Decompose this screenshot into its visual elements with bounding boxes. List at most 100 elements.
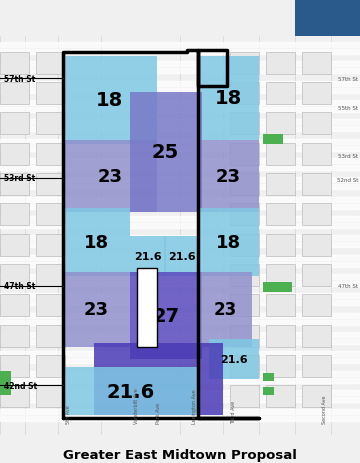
Text: 23: 23: [213, 301, 237, 319]
Bar: [36, 325, 65, 347]
Bar: [266, 264, 295, 286]
Text: Second Ave: Second Ave: [321, 395, 327, 423]
Bar: [302, 83, 331, 105]
Bar: [266, 144, 295, 165]
Bar: [266, 294, 295, 317]
Bar: [198, 57, 259, 141]
Bar: [63, 368, 198, 415]
Bar: [36, 234, 65, 256]
Bar: [302, 294, 331, 317]
Bar: [230, 294, 259, 317]
Bar: [0, 371, 11, 395]
Bar: [36, 113, 65, 135]
Bar: [263, 282, 292, 292]
Bar: [0, 174, 29, 195]
Bar: [36, 53, 65, 75]
Bar: [130, 93, 202, 212]
Bar: [266, 385, 295, 407]
Bar: [130, 236, 166, 276]
Bar: [63, 208, 130, 276]
Text: 27: 27: [152, 307, 179, 325]
Bar: [0, 53, 29, 75]
Bar: [230, 83, 259, 105]
Bar: [263, 374, 274, 382]
Text: Vanderbilt Ave: Vanderbilt Ave: [134, 388, 139, 423]
Text: 21.6: 21.6: [220, 355, 248, 364]
Bar: [36, 144, 65, 165]
Bar: [302, 385, 331, 407]
Text: 18: 18: [215, 89, 242, 108]
Bar: [266, 325, 295, 347]
Bar: [302, 174, 331, 195]
Bar: [0, 325, 29, 347]
Bar: [302, 113, 331, 135]
Bar: [230, 234, 259, 256]
Bar: [0, 264, 29, 286]
Text: 23: 23: [84, 301, 109, 319]
Bar: [230, 325, 259, 347]
Bar: [164, 236, 200, 276]
Bar: [36, 204, 65, 226]
Bar: [198, 272, 252, 348]
Bar: [0, 234, 29, 256]
Text: 23: 23: [216, 168, 241, 185]
Bar: [36, 294, 65, 317]
Bar: [130, 272, 202, 360]
Bar: [302, 355, 331, 377]
Bar: [295, 0, 360, 37]
Bar: [302, 53, 331, 75]
Bar: [36, 385, 65, 407]
Bar: [266, 83, 295, 105]
Bar: [302, 204, 331, 226]
Bar: [0, 113, 29, 135]
Bar: [230, 174, 259, 195]
Bar: [0, 355, 29, 377]
Text: 18: 18: [96, 91, 123, 110]
Text: 5th Ave: 5th Ave: [66, 405, 71, 423]
Bar: [36, 83, 65, 105]
Text: 53rd St: 53rd St: [4, 174, 35, 183]
Bar: [0, 83, 29, 105]
Bar: [198, 141, 259, 212]
Bar: [230, 264, 259, 286]
Text: 47th St: 47th St: [4, 282, 35, 290]
Bar: [94, 344, 223, 415]
Bar: [263, 135, 283, 144]
Bar: [63, 272, 130, 348]
Bar: [230, 204, 259, 226]
Bar: [263, 388, 274, 395]
Bar: [230, 385, 259, 407]
Text: Third Ave: Third Ave: [231, 400, 237, 423]
Bar: [36, 355, 65, 377]
Text: 18: 18: [216, 233, 241, 251]
Text: 25: 25: [152, 143, 179, 162]
Bar: [230, 53, 259, 75]
Bar: [0, 144, 29, 165]
Text: 18: 18: [84, 233, 109, 251]
Text: 21.6: 21.6: [168, 251, 195, 261]
Bar: [63, 141, 157, 212]
Bar: [302, 144, 331, 165]
Text: 52nd St: 52nd St: [337, 178, 358, 183]
Bar: [230, 144, 259, 165]
Bar: [0, 294, 29, 317]
Text: 21.6: 21.6: [106, 382, 155, 401]
Text: 57th St: 57th St: [338, 76, 358, 81]
Bar: [266, 234, 295, 256]
Bar: [230, 355, 259, 377]
Text: 42nd St: 42nd St: [4, 381, 37, 390]
Bar: [302, 264, 331, 286]
Text: 23: 23: [97, 168, 122, 185]
Text: 55th St: 55th St: [338, 106, 358, 111]
Text: 47th St: 47th St: [338, 283, 358, 288]
Bar: [266, 355, 295, 377]
Bar: [36, 264, 65, 286]
Bar: [63, 57, 157, 144]
Text: 53rd St: 53rd St: [338, 154, 358, 159]
Bar: [266, 204, 295, 226]
Bar: [230, 113, 259, 135]
Bar: [0, 385, 29, 407]
Bar: [209, 340, 259, 380]
Bar: [137, 268, 157, 348]
Text: Lexington Ave: Lexington Ave: [192, 389, 197, 423]
